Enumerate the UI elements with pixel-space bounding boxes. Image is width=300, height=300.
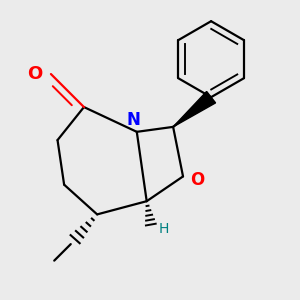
Text: O: O — [190, 171, 204, 189]
Text: H: H — [158, 222, 169, 236]
Polygon shape — [173, 92, 216, 127]
Text: O: O — [27, 65, 43, 83]
Text: N: N — [127, 110, 140, 128]
